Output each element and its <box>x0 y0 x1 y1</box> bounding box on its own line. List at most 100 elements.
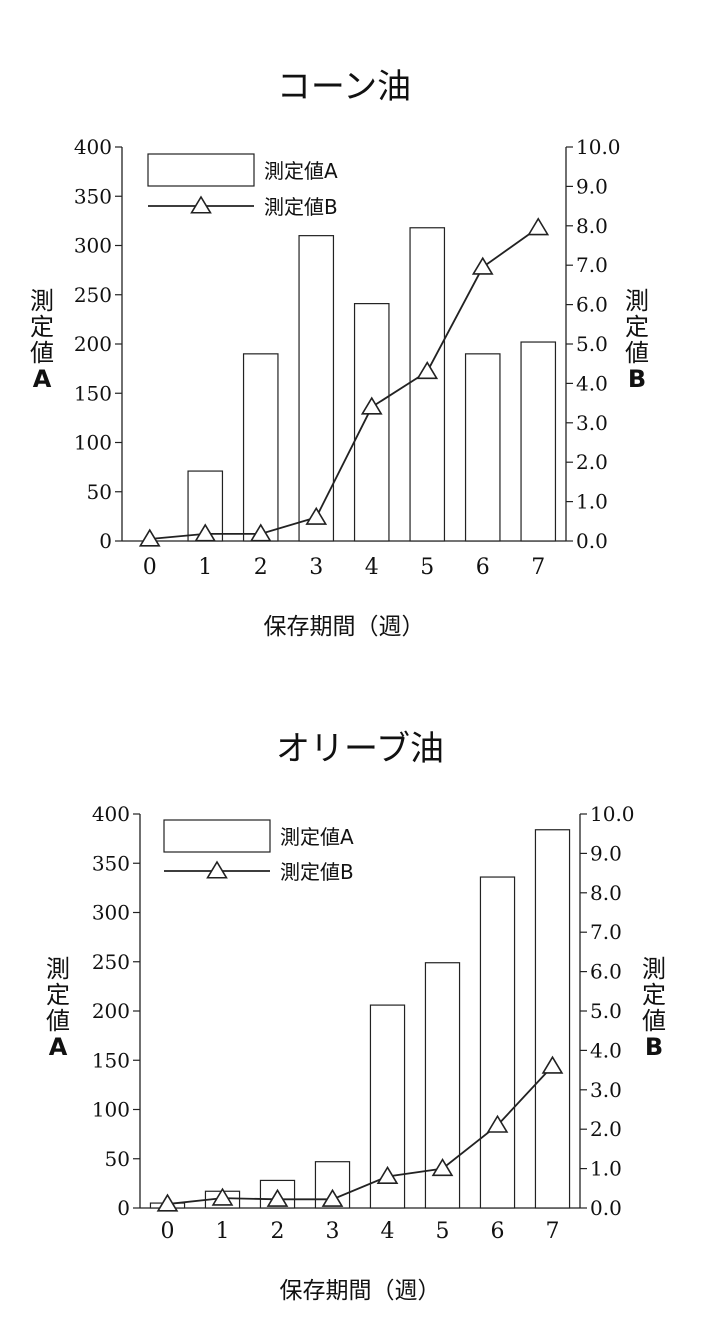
right-axis-label-char: 測 <box>642 955 666 983</box>
left-tick-label: 200 <box>74 332 112 356</box>
line-point-marker <box>541 1055 564 1074</box>
left-tick-label: 350 <box>92 851 130 875</box>
right-tick-label: 5.0 <box>590 999 622 1023</box>
line-point-marker <box>249 523 272 542</box>
left-axis-label-char: 定 <box>46 981 70 1009</box>
x-tick-label: 2 <box>254 555 268 580</box>
right-tick-label: 6.0 <box>590 960 622 984</box>
right-tick-label: 8.0 <box>576 214 608 238</box>
chart-title: コーン油 <box>277 67 411 107</box>
left-tick-label: 200 <box>92 999 130 1023</box>
line-point-marker <box>321 1188 344 1207</box>
right-axis-label-char: 測 <box>625 287 649 315</box>
legend-label: 測定値A <box>280 825 354 849</box>
right-tick-label: 8.0 <box>590 881 622 905</box>
right-axis-label-char: 値 <box>642 1007 666 1035</box>
line-point-marker <box>305 506 328 525</box>
x-tick-label: 5 <box>436 1219 450 1244</box>
right-tick-label: 6.0 <box>576 293 608 317</box>
left-tick-label: 250 <box>92 950 130 974</box>
left-tick-label: 400 <box>74 135 112 159</box>
bar <box>464 353 501 542</box>
left-axis-label-char: 測 <box>46 955 70 983</box>
right-tick-label: 0.0 <box>576 529 608 553</box>
left-tick-label: 350 <box>74 184 112 208</box>
left-tick-label: 50 <box>105 1147 130 1171</box>
left-tick-label: 150 <box>74 381 112 405</box>
right-tick-label: 9.0 <box>576 174 608 198</box>
left-tick-label: 300 <box>74 234 112 258</box>
bar <box>353 303 390 542</box>
right-axis-label-char: 定 <box>642 981 666 1009</box>
left-axis-label-char: 値 <box>46 1007 70 1035</box>
left-axis-label-char: 測 <box>30 287 54 315</box>
legend-label: 測定値A <box>264 159 338 183</box>
legend-bar-swatch <box>147 153 255 187</box>
line-point-marker <box>431 1158 454 1177</box>
line-point-marker <box>211 1187 234 1206</box>
right-axis-label-char: 値 <box>625 339 649 367</box>
left-axis-label-char: A <box>33 365 52 393</box>
line-point-marker <box>360 396 383 415</box>
left-tick-label: 0 <box>99 529 112 553</box>
right-tick-label: 4.0 <box>576 371 608 395</box>
right-tick-label: 10.0 <box>590 802 635 826</box>
bar <box>534 829 571 1209</box>
left-tick-label: 100 <box>74 431 112 455</box>
left-tick-label: 150 <box>92 1048 130 1072</box>
right-tick-label: 4.0 <box>590 1038 622 1062</box>
chart-title: オリーブ油 <box>276 729 444 769</box>
right-tick-label: 9.0 <box>590 841 622 865</box>
right-axis-label-char: B <box>628 365 646 393</box>
series-line <box>149 227 539 540</box>
bar <box>479 876 516 1209</box>
line-point-marker <box>486 1114 509 1133</box>
left-tick-label: 100 <box>92 1098 130 1122</box>
legend-triangle-marker <box>190 195 212 214</box>
bar <box>409 227 446 542</box>
x-tick-label: 3 <box>326 1219 340 1244</box>
legend-label: 測定値B <box>280 860 354 884</box>
x-tick-label: 6 <box>476 555 490 580</box>
bar <box>520 341 557 542</box>
legend-bar-swatch <box>163 819 271 853</box>
right-tick-label: 10.0 <box>576 135 621 159</box>
line-point-marker <box>376 1165 399 1185</box>
right-tick-label: 7.0 <box>576 253 608 277</box>
left-tick-label: 250 <box>74 283 112 307</box>
left-tick-label: 400 <box>92 802 130 826</box>
right-tick-label: 1.0 <box>590 1157 622 1181</box>
x-tick-label: 4 <box>365 555 379 580</box>
right-tick-label: 7.0 <box>590 920 622 944</box>
left-axis-label-char: A <box>49 1033 68 1061</box>
legend-label: 測定値B <box>264 195 338 219</box>
olive-oil-chart: オリーブ油0501001502002503003504000.01.02.03.… <box>46 729 666 1304</box>
right-tick-label: 5.0 <box>576 332 608 356</box>
x-tick-label: 7 <box>546 1219 560 1244</box>
x-tick-label: 3 <box>309 555 323 580</box>
line-point-marker <box>138 528 161 547</box>
x-tick-label: 1 <box>198 555 212 580</box>
left-tick-label: 0 <box>117 1196 130 1220</box>
line-point-marker <box>416 361 439 380</box>
x-tick-label: 0 <box>161 1219 175 1244</box>
bar <box>298 235 335 542</box>
x-tick-label: 0 <box>143 555 157 580</box>
legend-triangle-marker <box>206 860 228 879</box>
right-tick-label: 3.0 <box>576 411 608 435</box>
x-tick-label: 7 <box>531 555 545 580</box>
corn-oil-chart: コーン油0501001502002503003504000.01.02.03.0… <box>30 67 649 640</box>
bar <box>242 353 279 542</box>
right-axis-label-char: B <box>645 1033 663 1061</box>
right-tick-label: 1.0 <box>576 490 608 514</box>
left-tick-label: 300 <box>92 901 130 925</box>
line-point-marker <box>471 256 494 275</box>
x-axis-label: 保存期間（週） <box>280 1278 441 1304</box>
line-point-marker <box>266 1188 289 1207</box>
line-point-marker <box>194 523 217 542</box>
line-point-marker <box>527 217 550 236</box>
x-tick-label: 4 <box>381 1219 395 1244</box>
left-tick-label: 50 <box>87 480 112 504</box>
x-tick-label: 1 <box>216 1219 230 1244</box>
x-axis-label: 保存期間（週） <box>264 614 425 640</box>
